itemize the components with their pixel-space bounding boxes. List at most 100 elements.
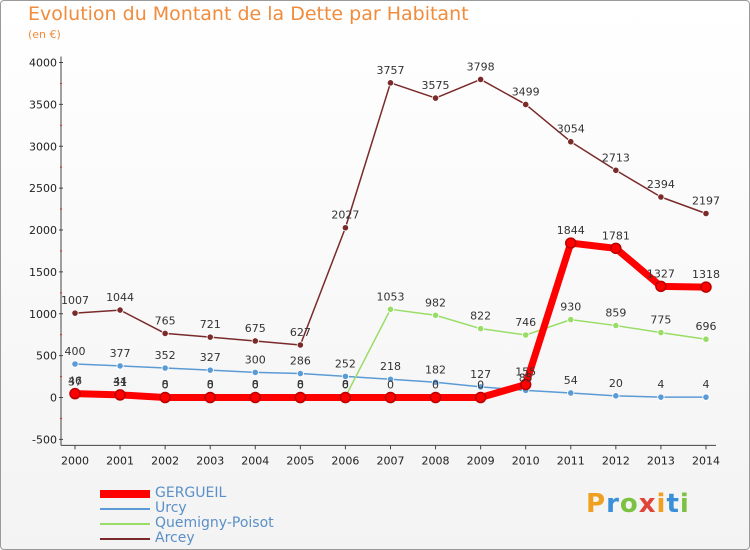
data-point-arcey [522,100,530,109]
data-point-arcey [251,337,259,345]
data-point-urcy [341,372,350,380]
y-tick-label: 2000 [29,224,57,237]
data-label-arcey: 3757 [376,64,404,77]
data-point-quemigny-poisot [657,328,665,337]
chart-title: Evolution du Montant de la Dette par Hab… [28,3,469,25]
data-label-urcy: 182 [425,363,446,376]
data-point-gergueil [429,391,442,404]
data-label-urcy: 127 [470,368,491,381]
data-label-quemigny-poisot: 8 [162,378,169,391]
data-label-gergueil: 0 [432,379,439,392]
legend-swatch [100,490,150,498]
data-label-urcy: 20 [609,377,623,390]
data-point-arcey [702,209,710,218]
y-tick-label: 2500 [29,182,57,195]
data-label-urcy: 300 [245,353,266,366]
data-point-arcey [161,329,169,338]
data-point-gergueil [294,391,307,404]
data-label-arcey: 2027 [331,209,359,222]
data-label-gergueil: 0 [342,379,349,392]
data-label-arcey: 2713 [602,151,630,164]
data-point-gergueil [159,391,171,404]
data-label-quemigny-poisot: 8 [297,378,304,391]
data-label-urcy: 352 [155,349,176,362]
legend-swatch [100,508,150,510]
data-point-urcy [161,364,169,372]
data-point-urcy [116,362,124,370]
data-label-arcey: 3499 [512,85,540,98]
data-point-quemigny-poisot [477,325,485,333]
x-tick-label: 2006 [331,454,359,467]
data-point-gergueil [474,391,487,404]
data-label-urcy: 252 [335,357,356,370]
data-label-gergueil: 0 [297,379,304,392]
data-label-gergueil: 0 [387,379,394,392]
data-point-urcy [477,383,485,391]
y-tick-label: 500 [36,350,57,363]
x-tick-label: 2010 [512,454,540,467]
data-point-urcy [612,392,620,400]
data-point-gergueil [69,387,81,400]
x-tick-label: 2009 [467,454,495,467]
data-point-urcy [251,368,259,376]
data-label-urcy: 327 [200,351,221,364]
data-label-arcey: 2197 [692,195,720,208]
data-point-gergueil [610,242,622,255]
data-point-arcey [71,309,79,317]
data-label-gergueil: 1318 [692,268,720,281]
data-point-gergueil [114,389,126,401]
data-point-urcy [206,366,214,374]
y-tick-label: 4000 [29,57,57,70]
data-label-quemigny-poisot: 930 [560,301,581,314]
data-point-quemigny-poisot [522,331,530,339]
data-label-arcey: 721 [200,318,221,331]
data-label-arcey: 3575 [422,79,450,92]
data-label-gergueil: 155 [515,366,536,379]
data-label-urcy: 377 [110,347,131,360]
data-point-arcey [477,75,485,84]
data-point-arcey [116,306,124,314]
data-label-arcey: 627 [290,326,311,339]
data-label-quemigny-poisot: 8 [252,378,259,391]
y-tick-label: 3000 [29,140,57,153]
data-point-gergueil [384,391,397,404]
data-label-urcy: 218 [380,360,401,373]
x-tick-label: 2013 [647,454,675,467]
data-point-arcey [657,193,665,201]
legend-label: Urcy [155,500,187,516]
data-label-gergueil: 0 [477,379,484,392]
data-label-urcy: 286 [290,355,311,368]
y-tick-label: 1500 [29,266,57,279]
data-label-gergueil: 1781 [602,229,630,242]
legend-label: GERGUEIL [155,485,227,501]
data-label-gergueil: 0 [162,379,169,392]
x-tick-label: 2012 [602,454,630,467]
data-point-urcy [386,375,395,383]
x-tick-label: 2001 [106,454,134,467]
data-label-arcey: 3054 [557,123,585,136]
data-label-quemigny-poisot: 37 [68,375,82,388]
data-label-gergueil: 46 [68,375,82,388]
x-tick-label: 2008 [422,454,450,467]
data-label-gergueil: 1844 [557,224,585,237]
data-label-urcy: 4 [702,378,709,391]
data-point-gergueil [519,378,532,391]
data-point-arcey [612,166,620,174]
data-label-gergueil: 0 [252,379,259,392]
data-label-quemigny-poisot: 8 [207,378,214,391]
data-label-quemigny-poisot: 44 [113,375,127,388]
x-tick-label: 2004 [241,454,269,467]
data-point-arcey [431,94,440,102]
data-label-urcy: 400 [65,345,86,358]
data-point-quemigny-poisot [431,311,440,319]
data-point-quemigny-poisot [612,321,620,330]
x-tick-label: 2002 [151,454,179,467]
data-label-gergueil: 0 [207,379,214,392]
x-tick-label: 2014 [692,454,720,467]
data-label-arcey: 3798 [467,60,495,73]
data-label-quemigny-poisot: 696 [695,320,716,333]
data-point-quemigny-poisot [386,305,395,313]
data-point-arcey [386,79,395,87]
data-point-arcey [296,341,304,349]
